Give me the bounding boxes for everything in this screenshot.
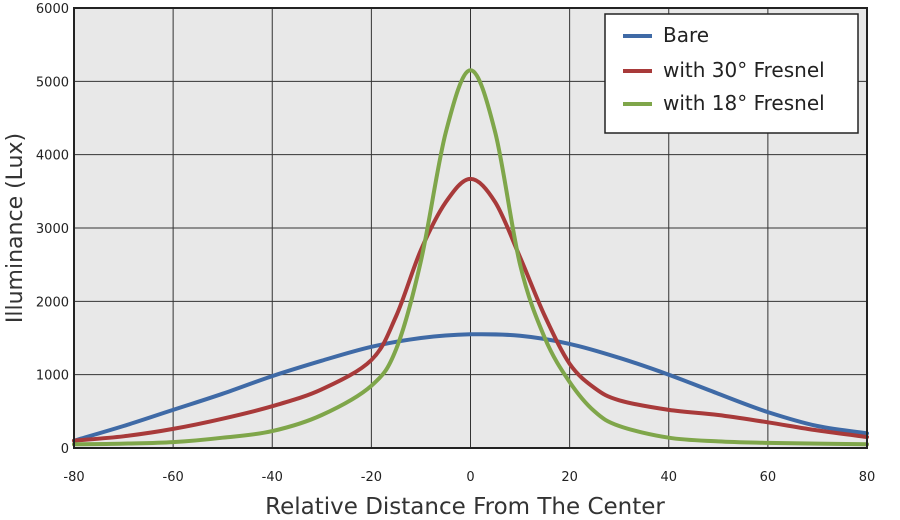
y-tick-label: 5000 [36, 75, 69, 90]
y-tick-label: 0 [61, 442, 69, 457]
legend: Bare with 30° Fresnel with 18° Fresnel [604, 13, 859, 134]
x-axis-title: Relative Distance From The Center [265, 494, 665, 520]
y-tick-label: 1000 [36, 369, 69, 384]
series-line-30-fresnel [72, 176, 869, 443]
x-tick-label: 0 [466, 470, 474, 485]
x-tick-label: 20 [561, 470, 578, 485]
series-layer [72, 68, 869, 447]
x-tick-label: -40 [262, 470, 283, 485]
x-tick-label: -60 [163, 470, 184, 485]
series-line-18-fresnel [72, 68, 869, 447]
series-line-bare [72, 332, 869, 443]
y-tick-label: 4000 [36, 149, 69, 164]
x-tick-label: 40 [660, 470, 677, 485]
y-tick-label: 3000 [36, 222, 69, 237]
x-tick-label: -80 [63, 470, 84, 485]
legend-label-bare: Bare [663, 23, 709, 47]
plot-frame [73, 7, 868, 449]
y-axis-title: Illuminance (Lux) [3, 133, 28, 323]
y-tick-label: 6000 [36, 2, 69, 17]
legend-box [604, 13, 859, 134]
legend-label-18-fresnel: with 18° Fresnel [663, 91, 825, 115]
y-tick-label: 2000 [36, 295, 69, 310]
tick-labels: -80 -60 -40 -20 0 20 40 60 80 0 1000 2000 3000 4000 50… [36, 2, 875, 485]
x-tick-label: 80 [859, 470, 876, 485]
legend-label-30-fresnel: with 30° Fresnel [663, 58, 825, 82]
x-tick-label: 60 [760, 470, 777, 485]
x-tick-label: -20 [361, 470, 382, 485]
